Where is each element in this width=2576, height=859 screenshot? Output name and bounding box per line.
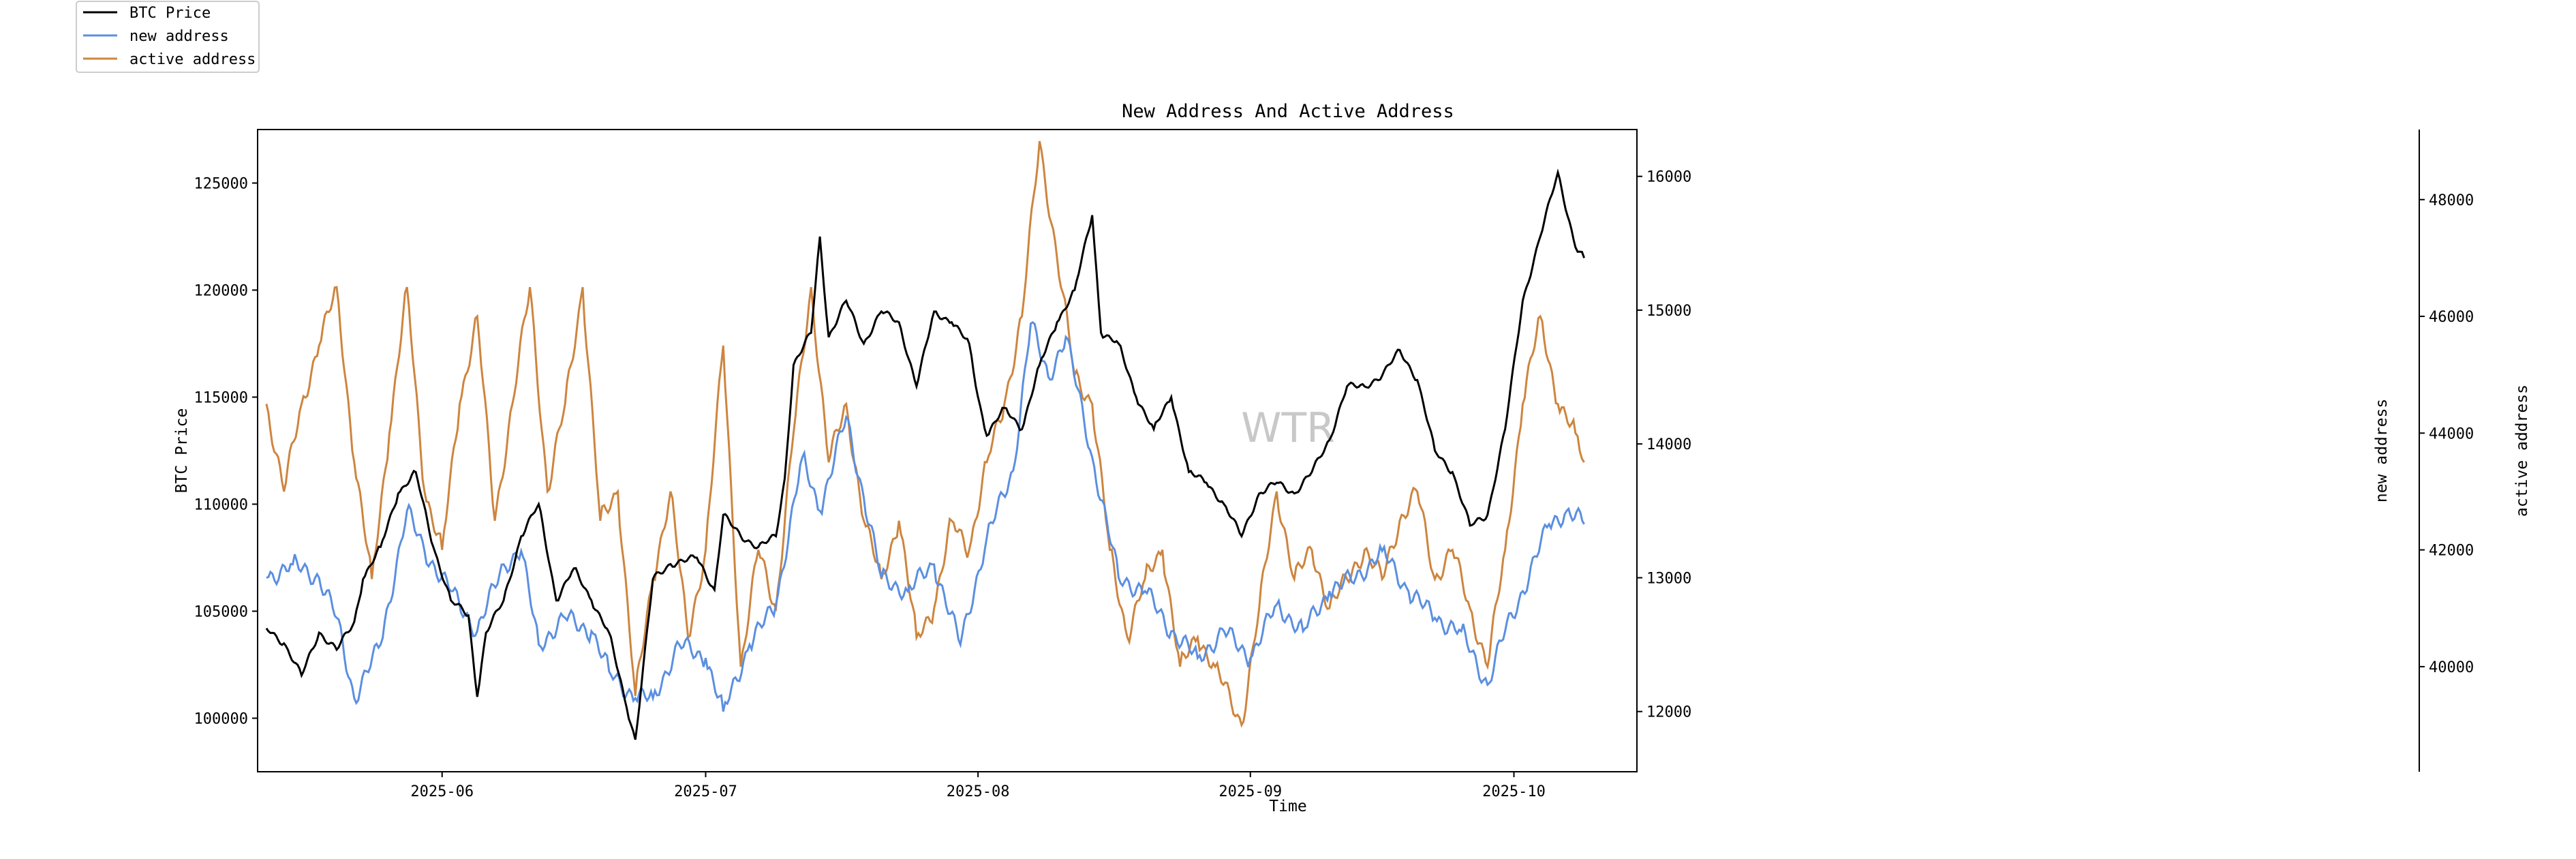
btc-tick-label: 100000 [194, 711, 248, 728]
x-tick-label: 2025-06 [410, 783, 474, 800]
legend-label-active-address: active address [129, 51, 256, 68]
btc-tick-label: 105000 [194, 604, 248, 621]
active-address-axis-ticks: 40000 42000 44000 46000 48000 [2419, 192, 2474, 676]
x-tick-label: 2025-09 [1218, 783, 1282, 800]
new-address-axis-ticks: 12000 13000 14000 15000 16000 [1637, 169, 1691, 721]
x-tick-label: 2025-10 [1482, 783, 1546, 800]
legend-label-new-address: new address [129, 28, 229, 45]
active-address-tick-label: 42000 [2429, 543, 2474, 560]
series-line-btc-price [265, 168, 1586, 740]
btc-axis-title: BTC Price [173, 408, 191, 494]
new-address-tick-label: 13000 [1646, 570, 1691, 587]
series-line-active-address [265, 140, 1585, 728]
active-address-tick-label: 40000 [2429, 659, 2474, 676]
watermark: WTR [1241, 404, 1335, 452]
btc-tick-label: 115000 [194, 390, 248, 407]
x-tick-label: 2025-08 [947, 783, 1010, 800]
legend: BTC Price new address active address [76, 1, 260, 73]
btc-tick-label: 125000 [194, 176, 248, 193]
active-address-axis-title: active address [2513, 385, 2531, 517]
series-line-new-address [266, 320, 1585, 712]
new-address-tick-label: 15000 [1646, 303, 1691, 320]
new-address-tick-label: 16000 [1646, 169, 1691, 186]
new-address-axis-title: new address [2373, 399, 2391, 502]
new-address-tick-label: 14000 [1646, 436, 1691, 453]
legend-box [76, 1, 260, 73]
x-tick-label: 2025-07 [674, 783, 737, 800]
chart-title: New Address And Active Address [1122, 101, 1454, 122]
btc-tick-label: 120000 [194, 283, 248, 300]
series-group [265, 140, 1586, 740]
active-address-tick-label: 46000 [2429, 309, 2474, 326]
x-axis-ticks: 2025-06 2025-07 2025-08 2025-09 2025-10 [410, 772, 1546, 800]
plot-frame [257, 129, 1638, 772]
x-axis-title: Time [1269, 798, 1306, 815]
active-address-tick-label: 48000 [2429, 192, 2474, 209]
new-address-tick-label: 12000 [1646, 704, 1691, 721]
active-address-tick-label: 44000 [2429, 425, 2474, 442]
btc-tick-label: 110000 [194, 497, 248, 514]
legend-label-btc-price: BTC Price [129, 5, 211, 22]
btc-axis-ticks: 100000 105000 110000 115000 120000 125000 [194, 176, 258, 728]
